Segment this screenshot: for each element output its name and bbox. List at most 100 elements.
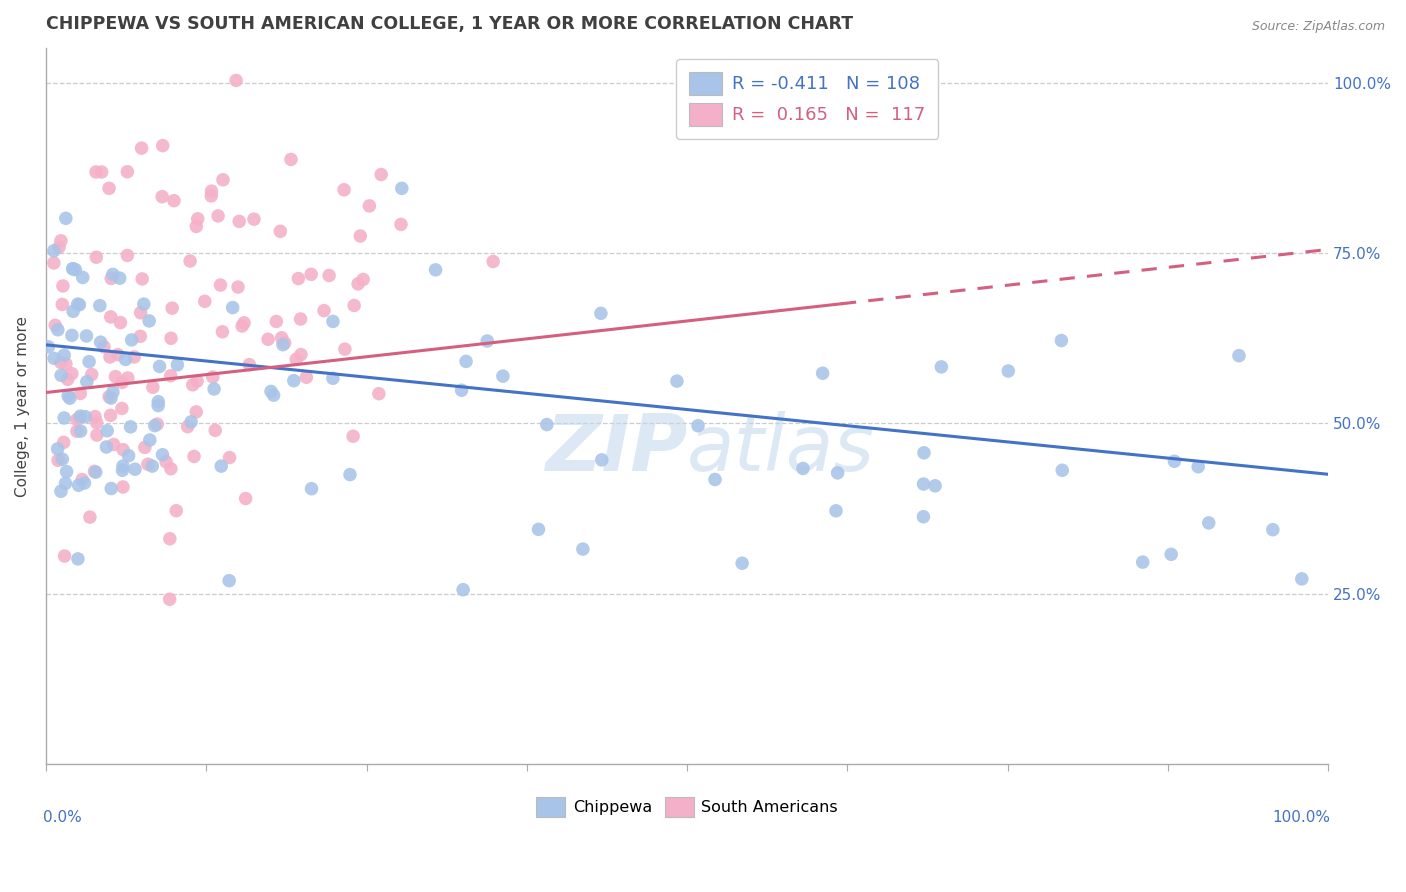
Text: 100.0%: 100.0% — [1272, 810, 1330, 825]
Point — [536, 417, 558, 432]
Point — [290, 312, 312, 326]
Point — [180, 415, 202, 429]
Point — [343, 298, 366, 312]
Point — [111, 463, 134, 477]
Point — [48, 240, 70, 254]
Point — [290, 348, 312, 362]
Point — [134, 441, 156, 455]
Point — [183, 450, 205, 464]
Point — [98, 390, 121, 404]
Point — [1187, 459, 1209, 474]
Point — [93, 340, 115, 354]
Point — [129, 329, 152, 343]
Point — [53, 348, 76, 362]
Point — [827, 466, 849, 480]
Point — [148, 359, 170, 374]
Point — [269, 224, 291, 238]
Point — [186, 374, 208, 388]
Point — [51, 297, 73, 311]
Point — [139, 433, 162, 447]
Point — [527, 522, 550, 536]
Point — [67, 478, 90, 492]
Point — [56, 372, 79, 386]
Point — [207, 209, 229, 223]
Point — [1261, 523, 1284, 537]
Point — [266, 314, 288, 328]
Point — [194, 294, 217, 309]
Point — [69, 386, 91, 401]
Point — [572, 542, 595, 557]
Point — [107, 348, 129, 362]
Point — [152, 138, 174, 153]
Point — [1052, 463, 1074, 477]
Point — [62, 261, 84, 276]
Point — [98, 350, 121, 364]
Point — [53, 411, 76, 425]
Point — [49, 484, 72, 499]
Point — [111, 480, 134, 494]
Point — [83, 464, 105, 478]
Point — [425, 263, 447, 277]
Point — [218, 574, 240, 588]
Point — [60, 367, 83, 381]
Point — [370, 168, 392, 182]
Point — [55, 465, 77, 479]
Point — [69, 424, 91, 438]
Point — [492, 369, 515, 384]
Point — [201, 370, 224, 384]
Text: CHIPPEWA VS SOUTH AMERICAN COLLEGE, 1 YEAR OR MORE CORRELATION CHART: CHIPPEWA VS SOUTH AMERICAN COLLEGE, 1 YE… — [46, 15, 853, 33]
Point — [160, 331, 183, 345]
Point — [912, 509, 935, 524]
Y-axis label: College, 1 year or more: College, 1 year or more — [15, 316, 30, 497]
Point — [66, 552, 89, 566]
Point — [391, 181, 413, 195]
Point — [211, 325, 233, 339]
Point — [825, 504, 848, 518]
Point — [80, 368, 103, 382]
Point — [186, 219, 208, 234]
Text: Source: ZipAtlas.com: Source: ZipAtlas.com — [1251, 20, 1385, 33]
Point — [73, 475, 96, 490]
Point — [76, 329, 98, 343]
Point — [117, 371, 139, 385]
Point — [1198, 516, 1220, 530]
Point — [792, 461, 814, 475]
Point — [37, 340, 59, 354]
Point — [89, 299, 111, 313]
Point — [96, 424, 118, 438]
Point — [150, 190, 173, 204]
Point — [101, 268, 124, 282]
Point — [273, 336, 295, 351]
Point — [117, 449, 139, 463]
Point — [155, 455, 177, 469]
Text: 0.0%: 0.0% — [44, 810, 82, 825]
Point — [152, 448, 174, 462]
Point — [111, 401, 134, 416]
Point — [1291, 572, 1313, 586]
Point — [110, 316, 132, 330]
Point — [55, 476, 77, 491]
Point — [165, 504, 187, 518]
Point — [231, 318, 253, 333]
Point — [228, 214, 250, 228]
Point — [295, 370, 318, 384]
Point — [77, 354, 100, 368]
Point — [79, 510, 101, 524]
Point — [1160, 547, 1182, 561]
Legend: Chippewa, South Americans: Chippewa, South Americans — [530, 790, 845, 824]
Point — [146, 399, 169, 413]
Point — [160, 301, 183, 315]
Point — [131, 141, 153, 155]
Point — [146, 417, 169, 431]
Point — [235, 491, 257, 506]
Point — [141, 459, 163, 474]
Point — [49, 368, 72, 383]
Point — [138, 314, 160, 328]
Point — [69, 298, 91, 312]
Point — [86, 428, 108, 442]
Point — [179, 254, 201, 268]
Point — [221, 301, 243, 315]
Point — [59, 391, 82, 405]
Point — [187, 211, 209, 226]
Point — [90, 335, 112, 350]
